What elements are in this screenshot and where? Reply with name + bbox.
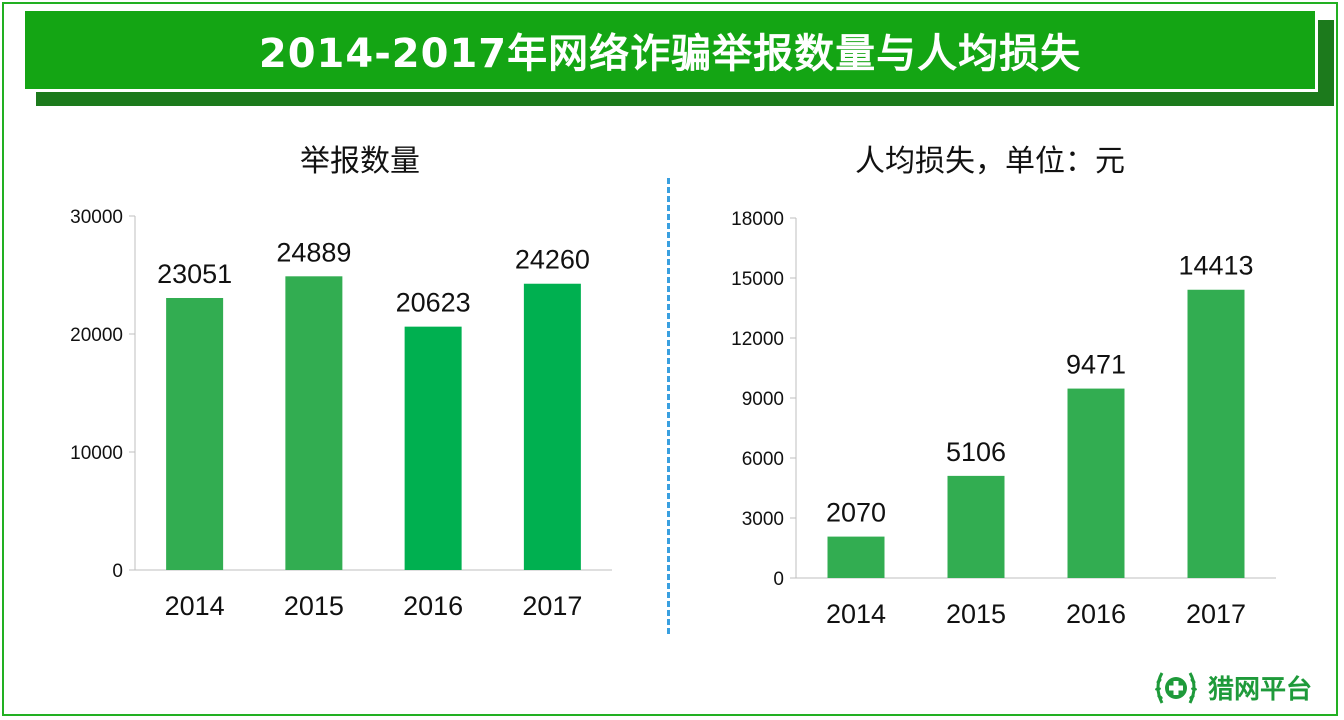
brand-name: 猎网平台 <box>1208 674 1313 705</box>
left-data-label: 24889 <box>276 237 351 267</box>
right-data-label: 14413 <box>1178 251 1253 281</box>
left-x-tick-label: 2014 <box>165 591 225 621</box>
right-y-tick-label: 18000 <box>731 209 784 230</box>
left-x-tick-label: 2017 <box>522 591 582 621</box>
right-y-tick-label: 6000 <box>742 449 784 470</box>
left-bar <box>166 297 224 570</box>
right-bar <box>827 536 885 578</box>
right-data-label: 2070 <box>826 498 886 528</box>
left-y-tick-label: 20000 <box>70 325 123 346</box>
left-bar <box>523 283 581 570</box>
left-data-label: 23051 <box>157 259 232 289</box>
left-bar <box>285 276 343 570</box>
left-y-tick-label: 30000 <box>70 207 123 228</box>
left-data-label: 20623 <box>396 288 471 318</box>
laurel-shield-icon <box>1155 672 1197 704</box>
left-x-tick-label: 2015 <box>284 591 344 621</box>
brand-logo: 猎网平台 <box>1152 662 1328 712</box>
left-data-label: 24260 <box>515 245 590 275</box>
right-x-tick-label: 2014 <box>826 599 886 629</box>
right-x-tick-label: 2015 <box>946 599 1006 629</box>
right-y-tick-label: 12000 <box>731 329 784 350</box>
left-bar <box>404 326 462 570</box>
right-chart-title: 人均损失，单位：元 <box>855 144 1125 179</box>
page-title: 2014-2017年网络诈骗举报数量与人均损失 <box>258 31 1082 77</box>
right-x-tick-label: 2016 <box>1066 599 1126 629</box>
title-banner: 2014-2017年网络诈骗举报数量与人均损失 <box>22 8 1318 92</box>
right-y-tick-label: 9000 <box>742 389 784 410</box>
right-data-label: 9471 <box>1066 350 1126 380</box>
right-x-tick-label: 2017 <box>1186 599 1246 629</box>
left-chart-title: 举报数量 <box>300 144 420 179</box>
left-y-tick-label: 0 <box>112 561 123 582</box>
right-y-tick-label: 15000 <box>731 269 784 290</box>
chart-divider <box>667 178 670 634</box>
right-y-tick-label: 0 <box>773 569 784 590</box>
right-y-tick-label: 3000 <box>742 509 784 530</box>
right-bar <box>1067 388 1125 578</box>
right-data-label: 5106 <box>946 437 1006 467</box>
left-x-tick-label: 2016 <box>403 591 463 621</box>
right-bar <box>1187 289 1245 578</box>
left-y-tick-label: 10000 <box>70 443 123 464</box>
right-bar <box>947 475 1005 578</box>
